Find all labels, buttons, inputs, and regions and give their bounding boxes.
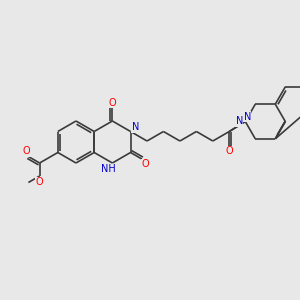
Text: O: O xyxy=(22,146,30,157)
Text: O: O xyxy=(141,159,148,169)
Text: N: N xyxy=(132,122,139,133)
Text: N: N xyxy=(244,112,251,122)
Text: O: O xyxy=(36,177,43,187)
Text: N: N xyxy=(236,116,243,127)
Text: O: O xyxy=(226,146,233,157)
Text: NH: NH xyxy=(101,164,116,174)
Text: O: O xyxy=(109,98,116,108)
